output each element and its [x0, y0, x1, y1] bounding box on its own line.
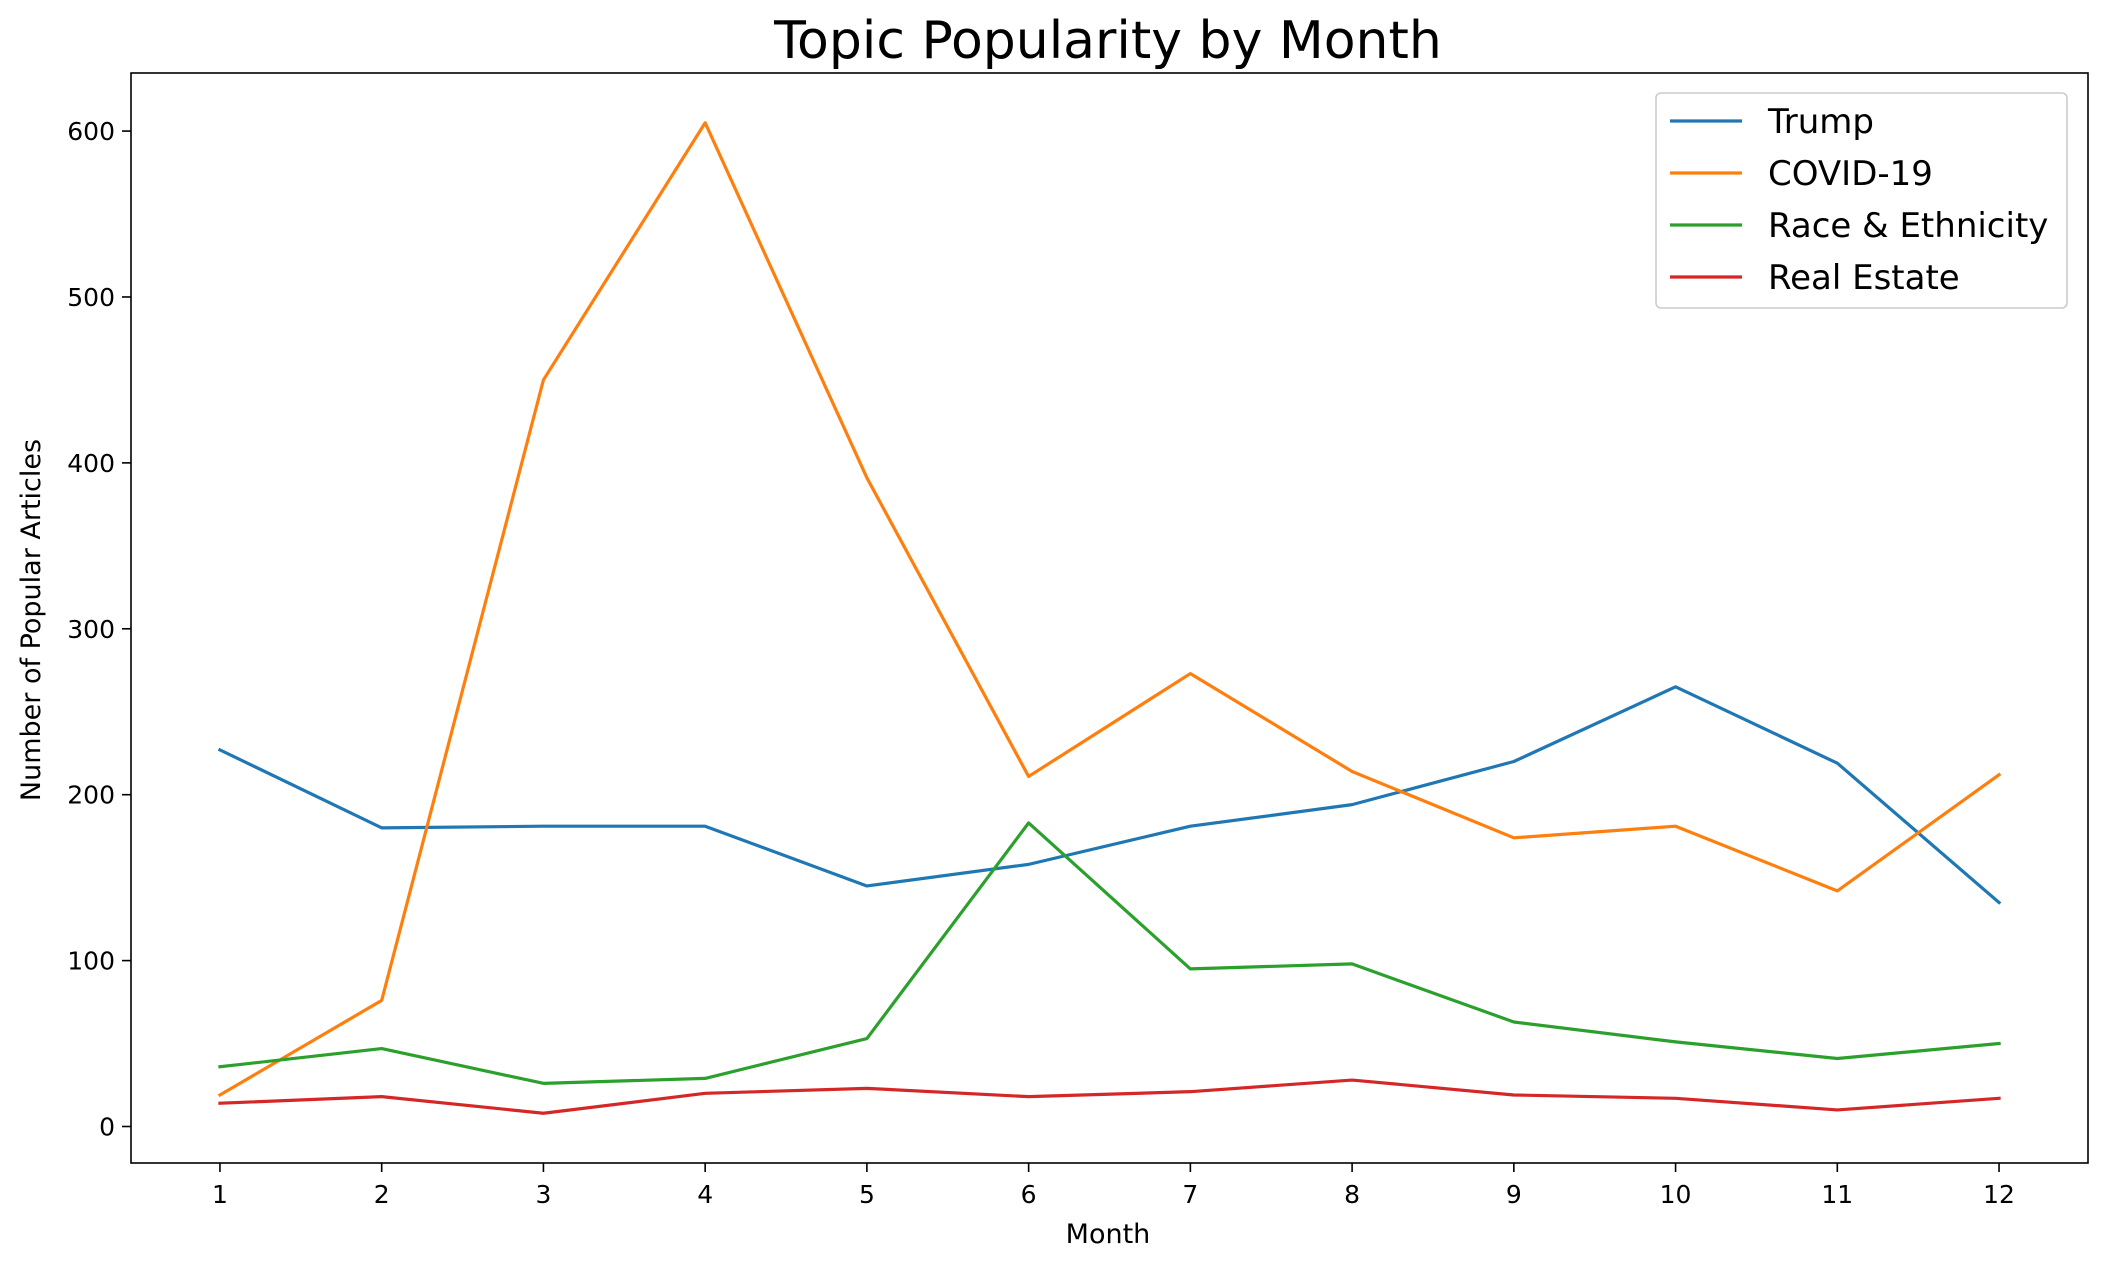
chart-title: Topic Popularity by Month — [773, 11, 1442, 71]
y-tick-label-6: 600 — [67, 117, 115, 146]
y-tick-label-3: 300 — [67, 615, 115, 644]
y-tick-label-2: 200 — [67, 781, 115, 810]
x-tick-label-4: 5 — [859, 1180, 875, 1209]
legend-box — [1655, 92, 2068, 309]
legend-label-2: Race & Ethnicity — [1768, 206, 2048, 246]
series-line-0 — [217, 685, 2002, 905]
x-tick-label-0: 1 — [212, 1180, 228, 1209]
x-axis-label: Month — [1066, 1219, 1151, 1250]
legend-label-3: Real Estate — [1768, 258, 1960, 298]
legend-label-1: COVID-19 — [1768, 154, 1933, 194]
x-tick-label-9: 10 — [1660, 1180, 1692, 1209]
x-tick-label-7: 8 — [1344, 1180, 1360, 1209]
legend: Trump COVID-19 Race & Ethnicity Real Estate — [1655, 92, 2068, 309]
x-tick-label-6: 7 — [1182, 1180, 1198, 1209]
series-line-3 — [218, 1078, 2001, 1115]
y-tick-label-1: 100 — [67, 947, 115, 976]
plot-frame — [130, 72, 2089, 1164]
series-line-1 — [217, 121, 2002, 1098]
y-tick-label-0: 0 — [99, 1113, 115, 1142]
x-tick-label-8: 9 — [1506, 1180, 1522, 1209]
x-tick-label-11: 12 — [1983, 1180, 2015, 1209]
x-tick-label-5: 6 — [1021, 1180, 1037, 1209]
y-tick-label-4: 400 — [67, 449, 115, 478]
x-tick-label-2: 3 — [535, 1180, 551, 1209]
legend-label-0: Trump — [1767, 102, 1874, 142]
y-tick-label-5: 500 — [67, 283, 115, 312]
x-tick-label-10: 11 — [1821, 1180, 1853, 1209]
x-tick-label-1: 2 — [374, 1180, 390, 1209]
x-tick-label-3: 4 — [697, 1180, 713, 1209]
y-axis-label: Number of Popular Articles — [16, 439, 47, 801]
series-line-2 — [218, 821, 2001, 1085]
